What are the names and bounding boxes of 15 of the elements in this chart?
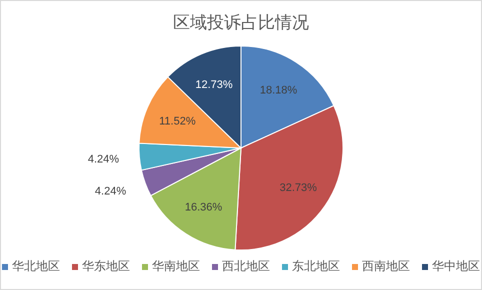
legend-label: 东北地区 — [292, 259, 340, 273]
legend-label: 华北地区 — [12, 259, 60, 273]
legend-label: 华中地区 — [432, 259, 480, 273]
legend-label: 西南地区 — [362, 259, 410, 273]
data-label: 4.24% — [94, 185, 126, 198]
chart-title: 区域投诉占比情况 — [173, 13, 309, 32]
data-label: 12.73% — [195, 79, 233, 92]
data-label: 4.24% — [88, 154, 120, 166]
data-label: 18.18% — [260, 84, 298, 97]
legend-label: 西北地区 — [222, 259, 270, 273]
data-label: 16.36% — [184, 201, 222, 214]
legend-label: 华东地区 — [82, 259, 130, 273]
data-label: 11.52% — [159, 115, 196, 128]
data-label: 32.73% — [280, 182, 318, 194]
legend-label: 华南地区 — [152, 259, 200, 273]
